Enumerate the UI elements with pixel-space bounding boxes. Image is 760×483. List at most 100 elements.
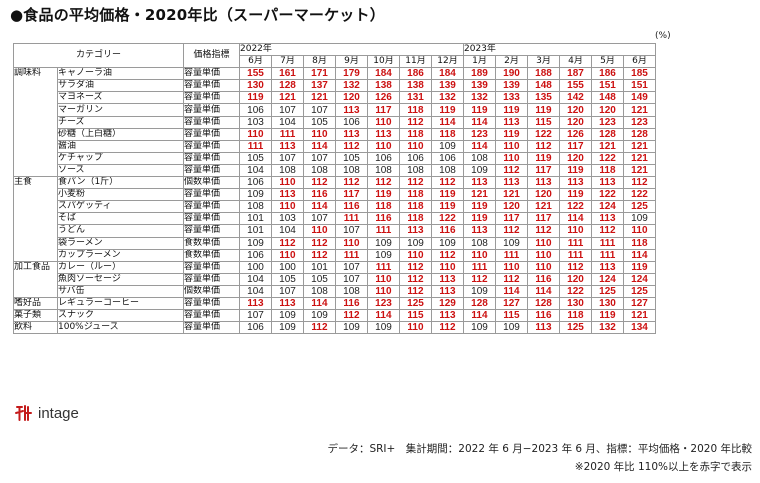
indicator-cell: 容量単価 [183, 103, 240, 117]
value-cell: 113 [527, 176, 560, 190]
value-cell: 122 [431, 212, 464, 226]
value-cell: 122 [559, 284, 592, 298]
value-cell: 121 [271, 91, 304, 105]
logo-text: intage [38, 404, 79, 422]
item-name-cell: 100%ジュース [57, 321, 184, 335]
value-cell: 184 [431, 67, 464, 81]
unit-label: (%) [655, 31, 671, 41]
value-cell: 109 [303, 309, 336, 323]
value-cell: 105 [271, 272, 304, 286]
value-cell: 114 [303, 296, 336, 311]
value-cell: 113 [335, 127, 368, 141]
value-cell: 107 [335, 272, 368, 286]
table-row: ケチャップ 容量単価 105 107 107 105 106 106 106 108 110 119 1… [14, 151, 656, 165]
value-cell: 107 [303, 103, 336, 117]
table-row: カップラーメン 食数単価 106 110 112 111 109 110 112 110 111 11… [14, 248, 656, 262]
value-cell: 187 [559, 67, 592, 81]
value-cell: 119 [591, 309, 624, 323]
month-header: 1月 [463, 55, 496, 69]
value-cell: 113 [271, 296, 304, 311]
value-cell: 106 [239, 321, 272, 335]
value-cell: 121 [623, 151, 656, 165]
value-cell: 114 [623, 248, 656, 262]
table-row: 袋ラーメン 食数単価 109 112 112 110 109 109 109 108 109 110 1… [14, 236, 656, 250]
value-cell: 110 [367, 115, 400, 129]
value-cell: 117 [527, 163, 560, 178]
value-cell: 111 [367, 260, 400, 274]
table-row: 醤油 容量単価 111 113 114 112 110 110 109 114 110 112 117 1… [14, 139, 656, 153]
value-cell: 142 [559, 91, 592, 105]
value-cell: 113 [271, 139, 304, 153]
value-cell: 119 [559, 163, 592, 178]
value-cell: 109 [431, 236, 464, 250]
value-cell: 119 [495, 127, 528, 141]
value-cell: 112 [431, 176, 464, 190]
value-cell: 109 [367, 236, 400, 250]
value-cell: 112 [399, 272, 432, 286]
price-table: カテゴリー 価格指標 2022年 2023年 6月 7月 8月 9月 10月 11月 12月… [13, 42, 656, 335]
item-name-cell: レギュラーコーヒー [57, 296, 184, 311]
value-cell: 107 [335, 224, 368, 238]
value-cell: 113 [431, 284, 464, 298]
table-row: 小麦粉 容量単価 109 113 116 117 119 118 119 121 121 120 119… [14, 188, 656, 202]
value-cell: 110 [527, 248, 560, 262]
month-header: 6月 [239, 55, 272, 69]
value-cell: 109 [495, 236, 528, 250]
value-cell: 186 [591, 67, 624, 81]
value-cell: 109 [367, 321, 400, 335]
value-cell: 122 [559, 200, 592, 214]
value-cell: 118 [399, 127, 432, 141]
indicator-cell: 容量単価 [183, 188, 240, 202]
value-cell: 108 [335, 284, 368, 298]
month-header: 6月 [623, 55, 656, 69]
table-row: 主食 食パン（1斤） 個数単価 106 110 112 112 112 112 112 113 113… [13, 176, 656, 262]
category-cell: 菓子類 [13, 309, 58, 323]
category-cell: 調味料 [13, 67, 58, 178]
value-cell: 129 [431, 296, 464, 311]
value-cell: 117 [559, 139, 592, 153]
month-header: 7月 [271, 55, 304, 69]
value-cell: 119 [367, 188, 400, 202]
value-cell: 112 [591, 224, 624, 238]
value-cell: 112 [335, 309, 368, 323]
indicator-cell: 個数単価 [183, 176, 240, 190]
value-cell: 139 [463, 79, 496, 93]
value-cell: 120 [495, 200, 528, 214]
value-cell: 114 [559, 212, 592, 226]
item-name-cell: うどん [57, 224, 184, 238]
value-cell: 108 [303, 163, 336, 178]
value-cell: 119 [431, 103, 464, 117]
value-cell: 110 [303, 127, 336, 141]
value-cell: 110 [495, 260, 528, 274]
value-cell: 109 [623, 212, 656, 226]
value-cell: 109 [463, 163, 496, 178]
value-cell: 112 [495, 224, 528, 238]
value-cell: 116 [431, 224, 464, 238]
value-cell: 111 [559, 248, 592, 262]
value-cell: 118 [399, 103, 432, 117]
value-cell: 119 [527, 103, 560, 117]
value-cell: 110 [527, 236, 560, 250]
value-cell: 109 [463, 321, 496, 335]
value-cell: 122 [591, 151, 624, 165]
indicator-cell: 容量単価 [183, 115, 240, 129]
value-cell: 104 [239, 272, 272, 286]
value-cell: 111 [463, 260, 496, 274]
value-cell: 108 [239, 200, 272, 214]
value-cell: 105 [303, 272, 336, 286]
indicator-cell: 容量単価 [183, 212, 240, 226]
value-cell: 110 [367, 272, 400, 286]
value-cell: 103 [239, 115, 272, 129]
value-cell: 109 [495, 321, 528, 335]
value-cell: 108 [463, 236, 496, 250]
header-indicator: 価格指標 [183, 42, 240, 69]
value-cell: 155 [239, 67, 272, 81]
value-cell: 151 [623, 79, 656, 93]
value-cell: 117 [335, 188, 368, 202]
value-cell: 104 [239, 163, 272, 178]
value-cell: 112 [399, 284, 432, 298]
value-cell: 112 [367, 176, 400, 190]
indicator-cell: 容量単価 [183, 163, 240, 178]
value-cell: 135 [527, 91, 560, 105]
value-cell: 119 [623, 260, 656, 274]
